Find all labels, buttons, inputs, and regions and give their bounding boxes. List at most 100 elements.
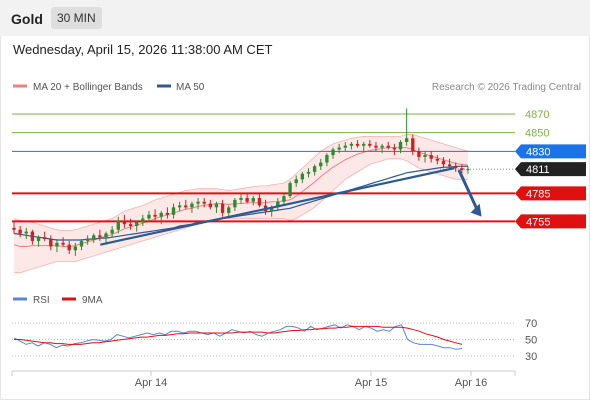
candle [325,155,329,163]
candle [184,205,188,208]
candle [190,203,194,208]
candle [276,201,280,208]
candle [269,207,274,212]
candle [165,212,170,215]
level-label-4870: 4870 [525,109,549,121]
candle [300,173,305,180]
candle [294,179,298,184]
candle [177,205,182,208]
price-panel: 4870 4850 4830 4811 4785 4755 [12,108,586,274]
candle [466,169,470,171]
rsi-tick-70: 70 [525,318,537,330]
candle [454,166,458,169]
candle [441,160,446,165]
candle [355,143,360,146]
candle [374,145,378,148]
candle [417,151,421,157]
candle [460,168,464,170]
ma50-line [13,165,468,241]
candle [153,214,157,217]
rsi-tick-30: 30 [525,351,537,363]
level-tag-4785 [515,186,586,201]
candle [447,164,452,167]
candle [380,145,384,148]
candle [116,220,120,230]
level-label-4830: 4830 [526,146,550,158]
candle [61,242,65,245]
candle [245,198,249,202]
candle [128,224,133,226]
ma9-legend-label: 9MA [82,295,103,306]
candle [24,231,28,234]
x-tick-label: Apr 16 [455,377,487,389]
ma50-legend-label: MA 50 [176,82,205,93]
candle [104,233,108,238]
candle [312,166,317,172]
candle [196,201,200,204]
candle [220,203,225,213]
x-axis: Apr 14 Apr 15 Apr 16 [11,371,516,389]
rsi-ma9-line [14,325,463,345]
candle [135,222,139,226]
rsi-tick-50: 50 [525,335,537,347]
candle [319,162,323,167]
candle [362,143,366,146]
candle [423,155,427,157]
rsi-panel: 70 50 30 [12,318,537,363]
candle [122,220,127,225]
candle [429,155,433,159]
level-label-4850: 4850 [525,128,549,140]
candle [202,201,206,204]
candle [98,235,102,238]
candle [36,237,41,241]
level-label-4785: 4785 [526,188,550,200]
candle [398,142,403,150]
candle [435,158,440,161]
candle [55,242,59,247]
candle [110,229,114,234]
bollinger-legend-label: MA 20 + Bollinger Bands [33,82,143,93]
candle [85,239,90,241]
copyright-text: Research © 2026 Trading Central [432,82,581,93]
chart-datetime: Wednesday, April 15, 2026 11:38:00 AM CE… [13,42,273,57]
bollinger-lower-line [14,158,468,274]
rsi-line [13,324,463,350]
level-label-4811: 4811 [526,164,550,176]
trendline [100,167,455,246]
level-tag-4811 [515,162,586,177]
candle [337,147,341,150]
candle [159,212,163,217]
header-bar: Gold 30 MIN [0,0,590,36]
level-tag-4830 [515,144,586,159]
candle [386,145,390,148]
candle [227,207,231,213]
candle [171,207,176,215]
level-label-4755: 4755 [526,216,550,228]
candle [233,199,237,208]
level-tag-4755 [515,214,586,229]
candle [349,143,354,146]
candle [12,227,16,230]
candle [288,183,292,197]
candle [251,198,255,202]
forecast-arrow-head [470,203,482,217]
bollinger-upper-line [13,134,469,232]
candle [282,196,286,202]
candle [404,138,409,142]
timeframe-badge[interactable]: 30 MIN [51,7,102,29]
candle [30,231,35,241]
candle [141,218,145,223]
candle [73,246,78,251]
candle [92,235,96,240]
x-tick-label: Apr 14 [135,377,167,389]
candle [239,198,243,200]
candle [411,138,415,152]
candle [67,244,71,251]
candle [79,240,84,247]
candle [49,239,53,247]
candle [208,203,213,208]
candle [331,149,335,156]
candle [368,143,372,146]
instrument-title: Gold [11,11,43,27]
candle [214,203,219,208]
